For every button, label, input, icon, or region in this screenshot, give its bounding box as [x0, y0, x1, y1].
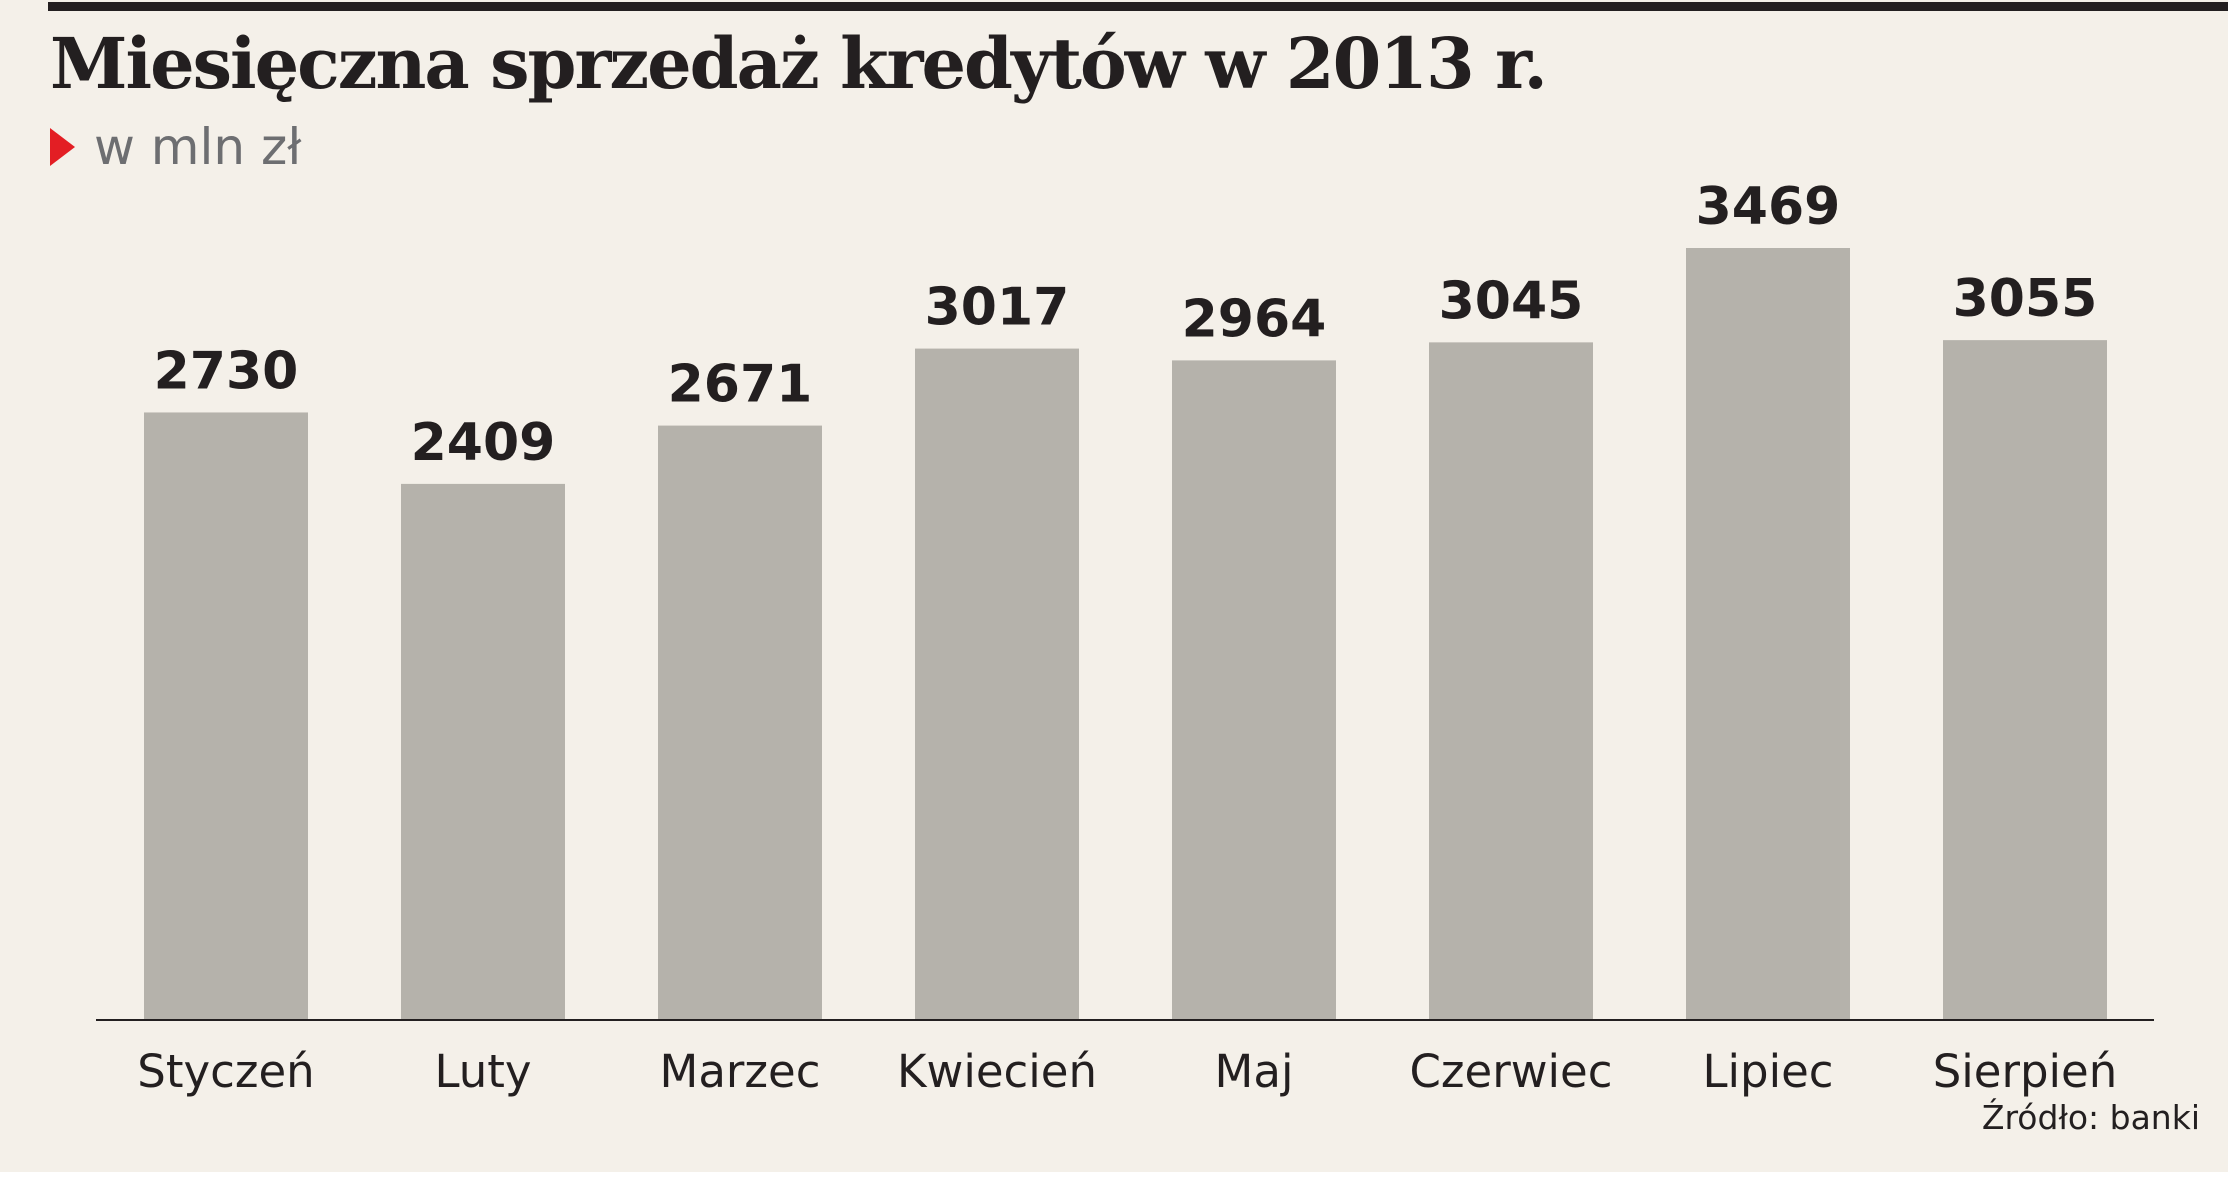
category-label-3: Marzec: [660, 1045, 821, 1098]
value-label-4: 3017: [925, 278, 1070, 338]
value-label-1: 2730: [154, 341, 299, 401]
subtitle: w mln zł: [50, 118, 301, 176]
source-note: Źródło: banki: [1981, 1098, 2200, 1137]
top-rule: [48, 2, 2228, 11]
value-label-7: 3469: [1696, 177, 1841, 237]
bars-group: [144, 248, 2107, 1021]
category-label-7: Lipiec: [1702, 1045, 1833, 1098]
category-label-6: Czerwiec: [1410, 1045, 1613, 1098]
value-label-8: 3055: [1953, 269, 2098, 329]
category-label-4: Kwiecień: [897, 1045, 1097, 1098]
category-label-1: Styczeń: [137, 1045, 314, 1098]
bar-2: [401, 483, 565, 1020]
bar-4: [915, 348, 1079, 1020]
category-label-2: Luty: [434, 1045, 531, 1098]
value-label-3: 2671: [668, 355, 813, 415]
value-label-6: 3045: [1439, 271, 1584, 331]
triangle-marker-icon: [50, 128, 75, 166]
bar-6: [1429, 342, 1593, 1020]
category-label-5: Maj: [1215, 1045, 1294, 1098]
bar-5: [1172, 360, 1336, 1020]
bar-3: [658, 425, 822, 1020]
bar-8: [1943, 340, 2107, 1021]
category-labels-group: Styczeń Luty Marzec Kwiecień Maj Czerwiec Lipi…: [137, 1045, 2117, 1098]
value-labels-group: 2730 2409 2671 3017 2964 3045 3469 3055: [154, 177, 2098, 473]
category-label-8: Sierpień: [1933, 1045, 2118, 1098]
bar-1: [144, 412, 308, 1020]
value-label-2: 2409: [411, 413, 556, 473]
chart-title: Miesięczna sprzedaż kredytów w 2013 r.: [50, 22, 1548, 105]
value-label-5: 2964: [1182, 289, 1327, 349]
subtitle-text: w mln zł: [94, 118, 302, 176]
bar-7: [1686, 248, 1850, 1020]
